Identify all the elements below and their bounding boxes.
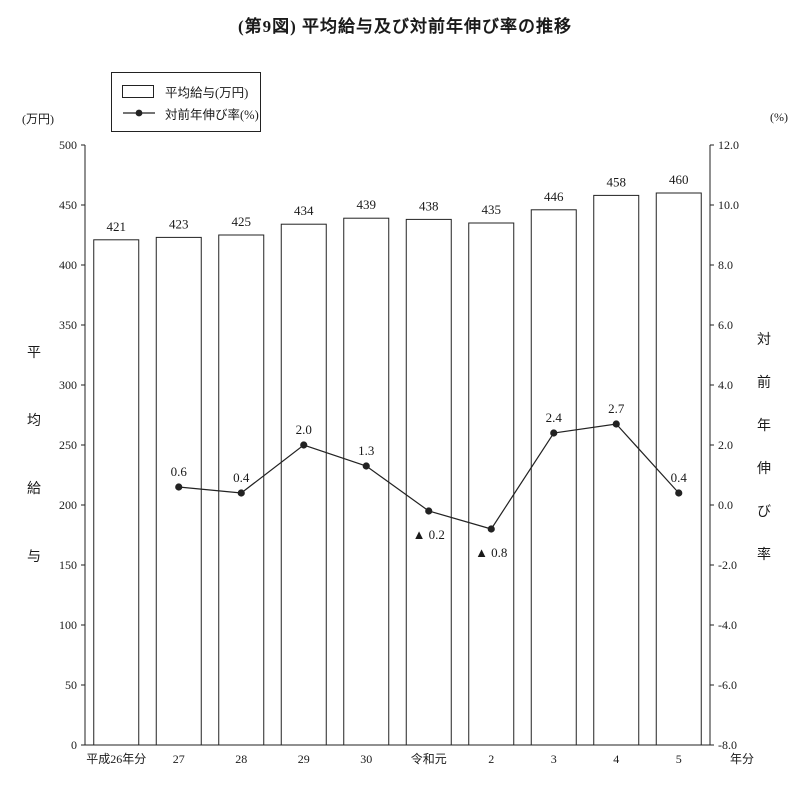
line-value-label: 0.4 [233, 470, 250, 485]
right-axis-title-char: 前 [757, 374, 771, 391]
right-axis-tick-label: -2.0 [718, 558, 737, 572]
right-axis-tick-label: -4.0 [718, 618, 737, 632]
left-axis-tick-label: 0 [71, 738, 77, 752]
legend-bar-label: 平均給与(万円) [165, 85, 249, 100]
left-axis-title-char: 均 [27, 413, 41, 429]
bar-series-icon [122, 84, 158, 98]
right-axis-title-char: び [757, 504, 771, 520]
legend-item-line: 対前年伸び率(%) [122, 102, 259, 124]
left-axis-tick-label: 150 [59, 558, 77, 572]
line-value-label: 2.4 [546, 410, 563, 425]
line-value-label: 2.0 [296, 422, 312, 437]
line-value-label: ▲ 0.8 [475, 545, 507, 560]
left-axis-tick-label: 350 [59, 318, 77, 332]
line-point [300, 441, 308, 449]
right-axis-title-char: 率 [757, 546, 771, 563]
line-value-label: 0.4 [671, 470, 688, 485]
chart-title: (第9図) 平均給与及び対前年伸び率の推移 [237, 17, 573, 36]
bar-30 [343, 217, 390, 746]
x-axis-label: 令和元 [411, 751, 447, 766]
right-axis-tick-label: -8.0 [718, 738, 737, 752]
bar-value-label: 435 [482, 202, 502, 217]
bar-value-label: 460 [669, 172, 689, 187]
left-axis-tick-label: 50 [65, 678, 77, 692]
bar-value-label: 423 [169, 216, 189, 231]
right-axis-title-char: 対 [757, 332, 771, 348]
line-value-label: 1.3 [358, 443, 374, 458]
bar-value-label: 439 [357, 197, 377, 212]
line-series-icon [122, 107, 158, 119]
line-point [237, 489, 245, 497]
bar-3 [530, 209, 577, 746]
bar-4 [593, 194, 640, 746]
left-axis-unit: (万円) [22, 112, 54, 126]
right-axis-title-char: 伸 [757, 461, 771, 477]
left-axis-tick-label: 100 [59, 618, 77, 632]
left-axis-tick-label: 450 [59, 198, 77, 212]
line-point [362, 462, 370, 470]
left-axis-tick-label: 500 [59, 138, 77, 152]
line-value-label: ▲ 0.2 [413, 527, 445, 542]
bar-value-label: 438 [419, 198, 439, 213]
bar-5 [655, 192, 702, 746]
line-point [425, 507, 433, 515]
line-point [175, 483, 183, 491]
right-axis-tick-label: -6.0 [718, 678, 737, 692]
legend-line-label: 対前年伸び率(%) [165, 107, 259, 122]
x-axis-label: 平成26年分 [86, 752, 146, 766]
x-axis-label: 30 [360, 752, 372, 766]
left-axis-tick-label: 400 [59, 258, 77, 272]
right-axis-title-char: 年 [757, 418, 771, 434]
bar-2 [468, 222, 515, 746]
bar-value-label: 425 [232, 214, 252, 229]
chart-legend: 平均給与(万円) 対前年伸び率(%) [111, 72, 261, 132]
right-axis-tick-label: 12.0 [718, 138, 739, 152]
bar-value-label: 446 [544, 189, 564, 204]
x-axis-suffix: 年分 [730, 752, 754, 766]
left-axis-title-char: 給 [27, 481, 41, 497]
line-value-label: 2.7 [608, 401, 625, 416]
left-axis-title-char: 平 [27, 346, 41, 361]
left-axis-tick-label: 200 [59, 498, 77, 512]
right-axis-tick-label: 0.0 [718, 498, 733, 512]
line-point [612, 420, 620, 428]
left-axis-tick-label: 250 [59, 438, 77, 452]
bar-令和元 [405, 218, 452, 746]
line-value-label: 0.6 [171, 464, 188, 479]
x-axis-label: 28 [235, 752, 247, 766]
line-point [487, 525, 495, 533]
x-axis-label: 4 [613, 752, 619, 766]
bar-29 [280, 223, 327, 746]
legend-item-bar: 平均給与(万円) [122, 80, 250, 102]
left-axis-tick-label: 300 [59, 378, 77, 392]
right-axis-tick-label: 2.0 [718, 438, 733, 452]
x-axis-label: 5 [676, 752, 682, 766]
x-axis-label: 29 [298, 752, 310, 766]
x-axis-label: 2 [488, 752, 494, 766]
right-axis-tick-label: 4.0 [718, 378, 733, 392]
x-axis-label: 3 [551, 752, 557, 766]
x-axis-label: 27 [173, 752, 185, 766]
bar-平成26年分 [93, 239, 140, 746]
bar-value-label: 434 [294, 203, 314, 218]
right-axis-unit: (%) [770, 110, 788, 124]
right-axis-tick-label: 8.0 [718, 258, 733, 272]
right-axis-tick-label: 10.0 [718, 198, 739, 212]
line-point [675, 489, 683, 497]
bar-27 [155, 236, 202, 746]
bar-value-label: 458 [607, 174, 627, 189]
right-axis-tick-label: 6.0 [718, 318, 733, 332]
bar-value-label: 421 [107, 219, 127, 234]
line-point [550, 429, 558, 437]
left-axis-title-char: 与 [27, 549, 41, 565]
